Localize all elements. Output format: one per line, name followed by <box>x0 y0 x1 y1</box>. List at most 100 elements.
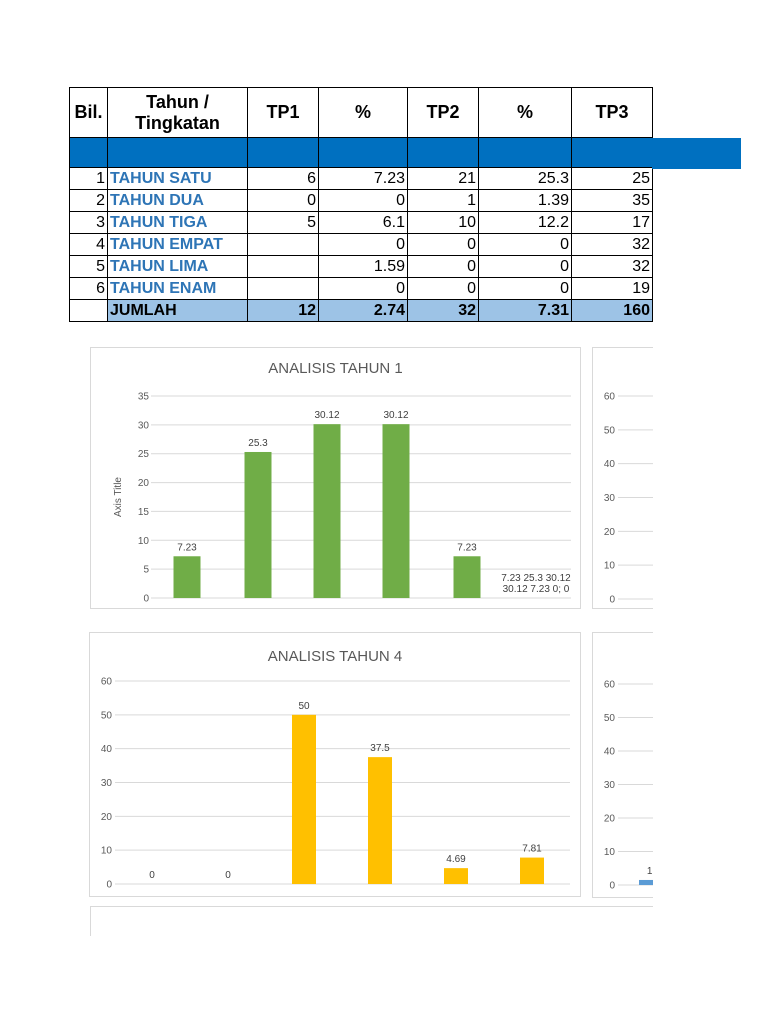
y-tick-label: 50 <box>604 425 616 436</box>
total-p1[interactable]: 2.74 <box>318 299 408 322</box>
cell-bil[interactable]: 6 <box>69 277 108 300</box>
header-percent-2[interactable]: % <box>478 87 572 138</box>
y-tick-label: 50 <box>101 710 113 721</box>
total-tp1[interactable]: 12 <box>247 299 319 322</box>
cell-tp3[interactable]: 17 <box>571 211 653 234</box>
cell-p1[interactable]: 0 <box>318 277 408 300</box>
cell-bil[interactable]: 2 <box>69 189 108 212</box>
data-table: Bil. Tahun / Tingkatan TP1 % TP2 % TP3 1… <box>69 87 653 322</box>
cell-p1[interactable]: 6.1 <box>318 211 408 234</box>
cell-p2[interactable]: 25.3 <box>478 167 572 190</box>
total-p2[interactable]: 7.31 <box>478 299 572 322</box>
y-tick-label: 40 <box>604 747 616 758</box>
chart-right-bottom[interactable]: 0 10 20 30 40 50 60 1. <box>592 632 653 898</box>
cell-p2[interactable]: 0 <box>478 277 572 300</box>
chart-title: ANALISIS TAHUN 4 <box>267 648 403 665</box>
cell[interactable] <box>571 137 653 168</box>
cell[interactable] <box>407 137 479 168</box>
cell[interactable] <box>478 137 572 168</box>
y-tick-label: 10 <box>604 561 616 572</box>
blue-band-row <box>69 137 653 168</box>
cell-name[interactable]: TAHUN DUA <box>107 189 248 212</box>
bar <box>453 556 481 598</box>
bar <box>382 424 410 598</box>
chart-bottom-partial[interactable] <box>90 906 653 936</box>
cell-tp2[interactable]: 0 <box>407 233 479 256</box>
cell-tp3[interactable]: 25 <box>571 167 653 190</box>
y-tick-label: 0 <box>609 881 615 892</box>
y-axis-title: Axis Title <box>113 477 124 517</box>
data-label: 25.3 <box>248 438 268 449</box>
cell-name[interactable]: TAHUN TIGA <box>107 211 248 234</box>
data-label: 1. <box>647 866 653 877</box>
y-tick-label: 30 <box>101 778 113 789</box>
bar <box>313 424 341 598</box>
header-tp3[interactable]: TP3 <box>571 87 653 138</box>
y-tick-label: 60 <box>604 680 616 691</box>
cell-bil[interactable]: 1 <box>69 167 108 190</box>
cell-p1[interactable]: 7.23 <box>318 167 408 190</box>
cell-tp2[interactable]: 1 <box>407 189 479 212</box>
cell-bil[interactable]: 4 <box>69 233 108 256</box>
header-row: Bil. Tahun / Tingkatan TP1 % TP2 % TP3 <box>69 87 653 138</box>
total-tp3[interactable]: 160 <box>571 299 653 322</box>
cell-p2[interactable]: 12.2 <box>478 211 572 234</box>
data-label: 30.12 <box>314 410 339 421</box>
cell-bil[interactable] <box>69 299 108 322</box>
cell-name[interactable]: TAHUN LIMA <box>107 255 248 278</box>
cell-p2[interactable]: 1.39 <box>478 189 572 212</box>
cell-p2[interactable]: 0 <box>478 255 572 278</box>
header-tahun[interactable]: Tahun / Tingkatan <box>107 87 248 138</box>
cell-tp3[interactable]: 32 <box>571 233 653 256</box>
cell-tp1[interactable]: 5 <box>247 211 319 234</box>
y-tick-label: 0 <box>609 595 615 606</box>
cell-p1[interactable]: 1.59 <box>318 255 408 278</box>
cell-p1[interactable]: 0 <box>318 233 408 256</box>
cell[interactable] <box>318 137 408 168</box>
cell-tp1[interactable] <box>247 255 319 278</box>
bar <box>520 857 544 884</box>
cell[interactable] <box>247 137 319 168</box>
y-tick-label: 60 <box>604 392 616 403</box>
chart-analisis-tahun-1[interactable]: ANALISIS TAHUN 1 0 5 10 15 20 25 30 35 7.23 25.3 3… <box>90 347 581 609</box>
cell-tp1[interactable] <box>247 277 319 300</box>
table-row: 6 TAHUN ENAM 0 0 0 19 <box>69 277 653 300</box>
cell-p2[interactable]: 0 <box>478 233 572 256</box>
cell-tp1[interactable]: 6 <box>247 167 319 190</box>
cell-p1[interactable]: 0 <box>318 189 408 212</box>
header-bil[interactable]: Bil. <box>69 87 108 138</box>
chart-right-top[interactable]: 0 10 20 30 40 50 60 <box>592 347 653 609</box>
header-tp2[interactable]: TP2 <box>407 87 479 138</box>
total-label[interactable]: JUMLAH <box>107 299 248 322</box>
cell-tp1[interactable]: 0 <box>247 189 319 212</box>
cell[interactable] <box>107 137 248 168</box>
cell-tp3[interactable]: 35 <box>571 189 653 212</box>
cell-name[interactable]: TAHUN ENAM <box>107 277 248 300</box>
cell-bil[interactable]: 3 <box>69 211 108 234</box>
cell-bil[interactable]: 5 <box>69 255 108 278</box>
cell-name[interactable]: TAHUN EMPAT <box>107 233 248 256</box>
data-label: 4.69 <box>446 854 466 865</box>
header-percent-1[interactable]: % <box>318 87 408 138</box>
y-tick-label: 40 <box>604 459 616 470</box>
bar <box>639 879 653 885</box>
chart-analisis-tahun-4[interactable]: ANALISIS TAHUN 4 0 10 20 30 40 50 60 0 0 50 37.5 4.… <box>89 632 581 897</box>
y-tick-label: 30 <box>138 420 150 431</box>
cell-tp2[interactable]: 0 <box>407 277 479 300</box>
header-tp1[interactable]: TP1 <box>247 87 319 138</box>
y-tick-label: 20 <box>604 527 616 538</box>
cell-tp1[interactable] <box>247 233 319 256</box>
cell[interactable] <box>69 137 108 168</box>
cell-tp2[interactable]: 21 <box>407 167 479 190</box>
total-tp2[interactable]: 32 <box>407 299 479 322</box>
chart-svg: 0 10 20 30 40 50 60 <box>604 392 653 606</box>
cell-tp2[interactable]: 10 <box>407 211 479 234</box>
cell-tp2[interactable]: 0 <box>407 255 479 278</box>
table-row: 3 TAHUN TIGA 5 6.1 10 12.2 17 <box>69 211 653 234</box>
cell-name[interactable]: TAHUN SATU <box>107 167 248 190</box>
cell-tp3[interactable]: 32 <box>571 255 653 278</box>
y-tick-label: 35 <box>138 392 150 403</box>
cell-tp3[interactable]: 19 <box>571 277 653 300</box>
table-row: 4 TAHUN EMPAT 0 0 0 32 <box>69 233 653 256</box>
table-row: 2 TAHUN DUA 0 0 1 1.39 35 <box>69 189 653 212</box>
